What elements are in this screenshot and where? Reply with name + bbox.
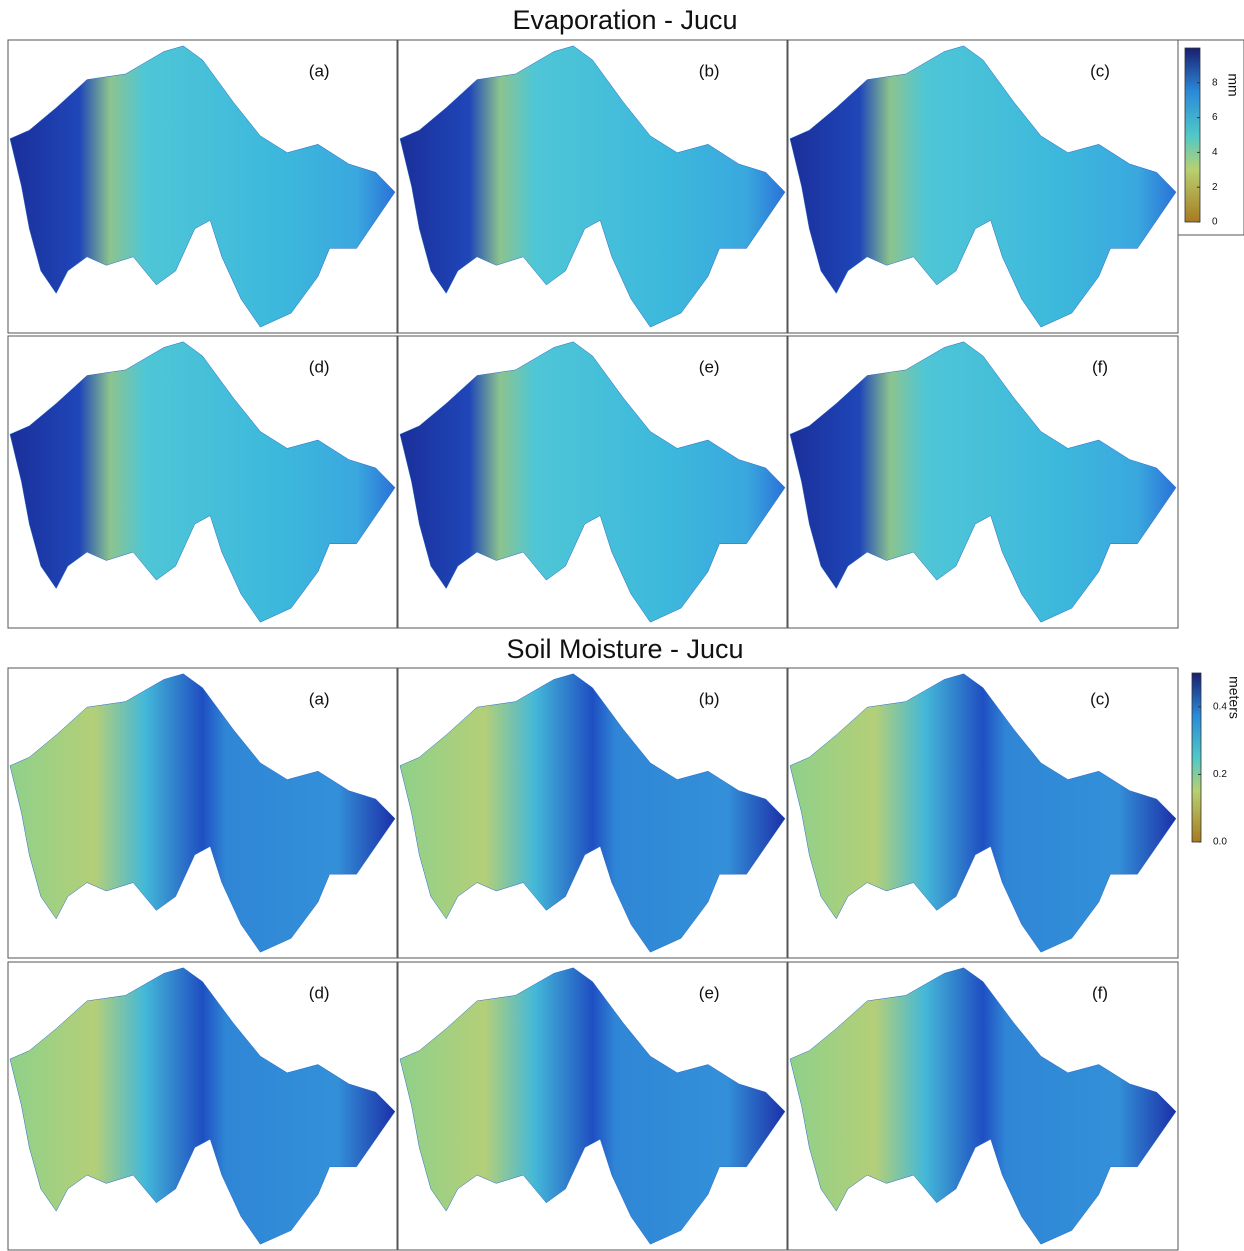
panel-label: (e) — [699, 983, 720, 1002]
basin-map — [399, 45, 786, 328]
figure-title: Soil Moisture - Jucu — [506, 634, 743, 664]
colorbar-tick-label: 0.4 — [1213, 701, 1227, 712]
colorbar-tick-label: 4 — [1212, 147, 1218, 158]
colorbar-tick-label: 0 — [1212, 217, 1218, 228]
panel-label: (d) — [309, 983, 330, 1002]
panel-label: (c) — [1090, 61, 1110, 80]
basin-map — [789, 45, 1177, 328]
basin-map — [399, 673, 786, 953]
panel-label: (a) — [309, 61, 330, 80]
panel-label: (b) — [699, 689, 720, 708]
colorbar-label: meters — [1226, 676, 1242, 719]
colorbar-label: mm — [1225, 73, 1241, 96]
basin-map — [9, 967, 396, 1245]
basin-map — [9, 341, 396, 623]
panel-label: (f) — [1092, 357, 1108, 376]
colorbar-tick-label: 2 — [1212, 182, 1218, 193]
panel-label: (a) — [309, 689, 330, 708]
colorbar — [1191, 672, 1202, 843]
basin-map — [399, 341, 786, 623]
colorbar-tick-label: 0.0 — [1213, 837, 1227, 848]
panel-label: (d) — [309, 357, 330, 376]
figure-title: Evaporation - Jucu — [512, 5, 737, 35]
basin-map — [9, 673, 396, 953]
panel-label: (e) — [699, 357, 720, 376]
colorbar-tick-label: 8 — [1212, 77, 1218, 88]
panel-label: (f) — [1092, 983, 1108, 1002]
colorbar — [1184, 47, 1201, 223]
basin-map — [9, 45, 396, 328]
basin-map — [399, 967, 786, 1245]
basin-map — [789, 341, 1177, 623]
colorbar-tick-label: 6 — [1212, 112, 1218, 123]
basin-map — [789, 967, 1177, 1245]
panel-label: (b) — [699, 61, 720, 80]
colorbar-tick-label: 0.2 — [1213, 769, 1227, 780]
panel-label: (c) — [1090, 689, 1110, 708]
basin-map — [789, 673, 1177, 953]
